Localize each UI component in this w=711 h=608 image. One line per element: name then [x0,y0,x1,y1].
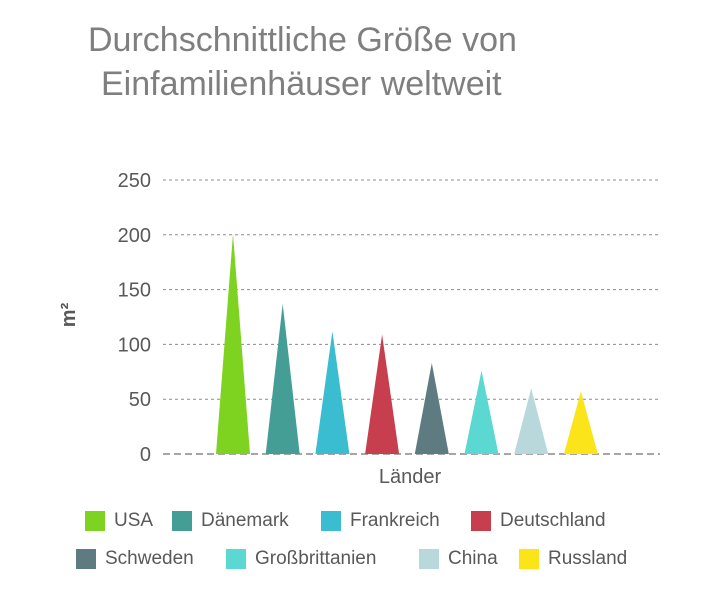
chart-title-line-1: Durchschnittliche Größe von [88,21,517,59]
bar-deutschland [365,334,400,454]
y-tick-label: 50 [129,389,151,411]
y-tick-label: 100 [118,334,151,356]
bar-frankreich [315,331,350,454]
y-tick-labels: 0 50 100 150 200 250 [118,170,151,466]
x-axis-label: Länder [379,466,442,488]
y-axis-label: m² [58,302,80,327]
bar-russland [563,391,598,454]
y-tick-label: 150 [118,280,151,302]
y-tick-label: 200 [118,225,151,247]
bar-großbrittanien [464,370,499,454]
bar-usa [216,233,250,454]
chart-title: Durchschnittliche Größe von Einfamilienh… [0,18,711,106]
bar-schweden [414,363,449,454]
y-tick-label: 250 [118,170,151,192]
bars [216,233,598,454]
y-tick-label: 0 [140,444,151,466]
chart-title-line-2: Einfamilienhäuser weltweit [101,65,502,103]
bar-china [514,388,549,454]
bar-dänemark [265,303,300,454]
